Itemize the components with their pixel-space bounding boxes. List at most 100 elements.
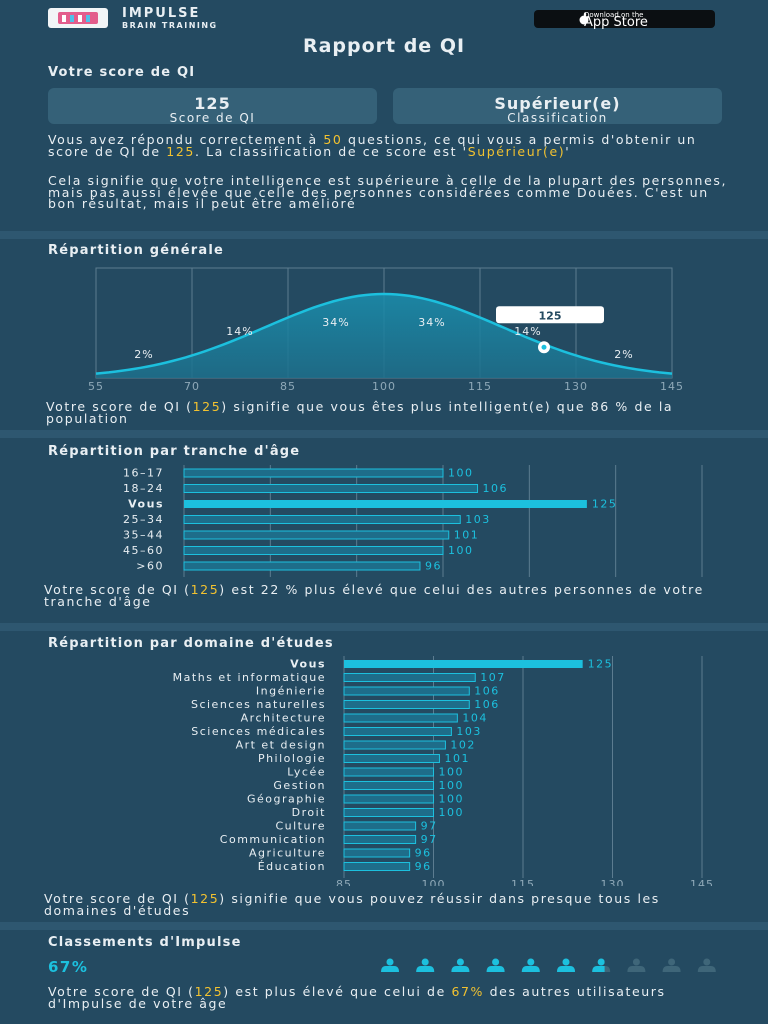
segment-label: 14% [514, 325, 541, 338]
category-label: 35–44 [123, 529, 164, 542]
bar-value-label: 100 [439, 766, 465, 779]
classification-value: Supérieur(e) [494, 94, 621, 113]
person-icon [662, 958, 681, 972]
bar [343, 673, 476, 682]
segment-label: 34% [418, 316, 445, 329]
page-title: Rapport de QI [302, 35, 466, 57]
apple-icon [579, 13, 589, 25]
person-icon-fill [416, 958, 435, 972]
score-highlight: 125 [194, 984, 224, 999]
category-label: Culture [275, 820, 326, 833]
bar-value-label: 106 [474, 685, 500, 698]
person-icon [627, 958, 646, 972]
age-chart: 55708510011513014510016–1710618–24125Vou… [123, 465, 703, 577]
meaning-paragraph: Cela signifie que votre intelligence est… [48, 173, 728, 211]
category-label: Éducation [258, 860, 326, 873]
category-label: >60 [136, 560, 164, 573]
app-store-button[interactable]: Download on the App Store [534, 10, 715, 30]
bar-value-label: 107 [480, 671, 506, 684]
bar-value-label: 101 [444, 752, 470, 765]
age-title: Répartition par tranche d'âge [48, 444, 301, 459]
tick-label: 130 [601, 878, 625, 886]
category-label: Communication [220, 833, 326, 846]
category-label: 18–24 [123, 482, 164, 495]
bar-value-label: 96 [415, 860, 432, 873]
text: Votre score de QI ( [44, 582, 191, 597]
bar-value-label: 100 [439, 793, 465, 806]
bar-value-label: 103 [456, 725, 482, 738]
appstore-big-text: App Store [584, 15, 648, 30]
score-highlight: 125 [190, 582, 220, 597]
tick-label: 100 [372, 380, 396, 393]
category-label: Maths et informatique [173, 671, 326, 684]
bar [343, 713, 458, 723]
bar-value-label: 96 [425, 560, 442, 573]
bar-value-label: 100 [439, 806, 465, 819]
section-divider [0, 430, 768, 438]
bar [343, 781, 434, 790]
classification-card: Supérieur(e) Classification [393, 88, 722, 125]
tick-label: 55 [88, 380, 104, 393]
tick-label: 115 [511, 878, 535, 886]
person-icon-fill [381, 958, 399, 972]
bar-value-label: 100 [439, 779, 465, 792]
person-icon-fill [486, 958, 505, 972]
score-highlight: 125 [190, 891, 220, 906]
person-icon-fill [521, 958, 540, 972]
general-distribution-chart: 2% 14% 34% 34% 14% 2% 55 70 85 100 115 130 145 125 [88, 267, 683, 393]
bar [183, 561, 421, 571]
tick-label: 100 [422, 878, 446, 886]
bar [343, 700, 470, 709]
text: Votre score de QI ( [44, 891, 191, 906]
category-label: Vous [290, 658, 326, 671]
brand-name: IMPULSE [122, 6, 201, 21]
category-label: Vous [128, 498, 164, 511]
bar-value-label: 106 [474, 698, 500, 711]
brand-tagline: BRAIN TRAINING [122, 21, 218, 30]
category-label: Gestion [273, 779, 326, 792]
appstore-small-text: Download on the [584, 11, 644, 19]
marker-tooltip [496, 306, 604, 324]
segment-label: 14% [226, 325, 253, 338]
ranking-caption: Votre score de QI (125) est plus élevé q… [48, 984, 728, 1011]
bar-value-label: 101 [454, 529, 480, 542]
category-label: Ingénierie [256, 685, 326, 698]
bar [343, 794, 434, 804]
segment-label: 34% [322, 316, 349, 329]
bar [183, 484, 479, 493]
age-caption: Votre score de QI (125) est 22 % plus él… [44, 582, 734, 609]
category-label: Lycée [287, 766, 326, 779]
bar [183, 546, 444, 555]
bar-value-label: 102 [450, 739, 476, 752]
bar [343, 754, 440, 763]
questions-count: 50 [323, 132, 343, 147]
section-divider [0, 922, 768, 930]
bar-value-label: 106 [483, 482, 509, 495]
category-label: 45–60 [123, 544, 164, 557]
person-icon [697, 958, 716, 972]
category-label: Géographie [247, 793, 326, 806]
bar [183, 530, 450, 540]
bar-value-label: 100 [448, 467, 474, 480]
text: ) est 22 % plus élevé que celui des autr… [44, 582, 704, 609]
ranking-people-meter [381, 958, 716, 972]
text: des autres utilisateurs d'Impulse de vot… [48, 984, 666, 1011]
text: Vous avez répondu correctement à [48, 132, 324, 147]
tick-label: 85 [336, 878, 352, 886]
score-highlight: 125 [166, 143, 195, 159]
classification-highlight: Supérieur(e) [467, 143, 566, 159]
domain-chart: 85 100 115 130 145 125 Vous 107 Maths et informa… [173, 656, 713, 886]
bar [343, 862, 411, 871]
bar-value-label: 103 [465, 513, 491, 526]
segment-label: 2% [134, 348, 153, 361]
marker-label: 125 [539, 309, 562, 322]
bar [344, 660, 583, 668]
score-card: 125 Score de QI [48, 88, 377, 125]
bar-value-label: 96 [415, 847, 432, 860]
tick-label: 115 [468, 380, 492, 393]
category-label: Sciences médicales [191, 725, 326, 738]
bar [343, 686, 470, 696]
domain-title: Répartition par domaine d'études [48, 636, 334, 651]
score-explanation: Vous avez répondu correctement à 50 ques… [48, 132, 728, 159]
ranking-percent: 67% [48, 958, 89, 976]
